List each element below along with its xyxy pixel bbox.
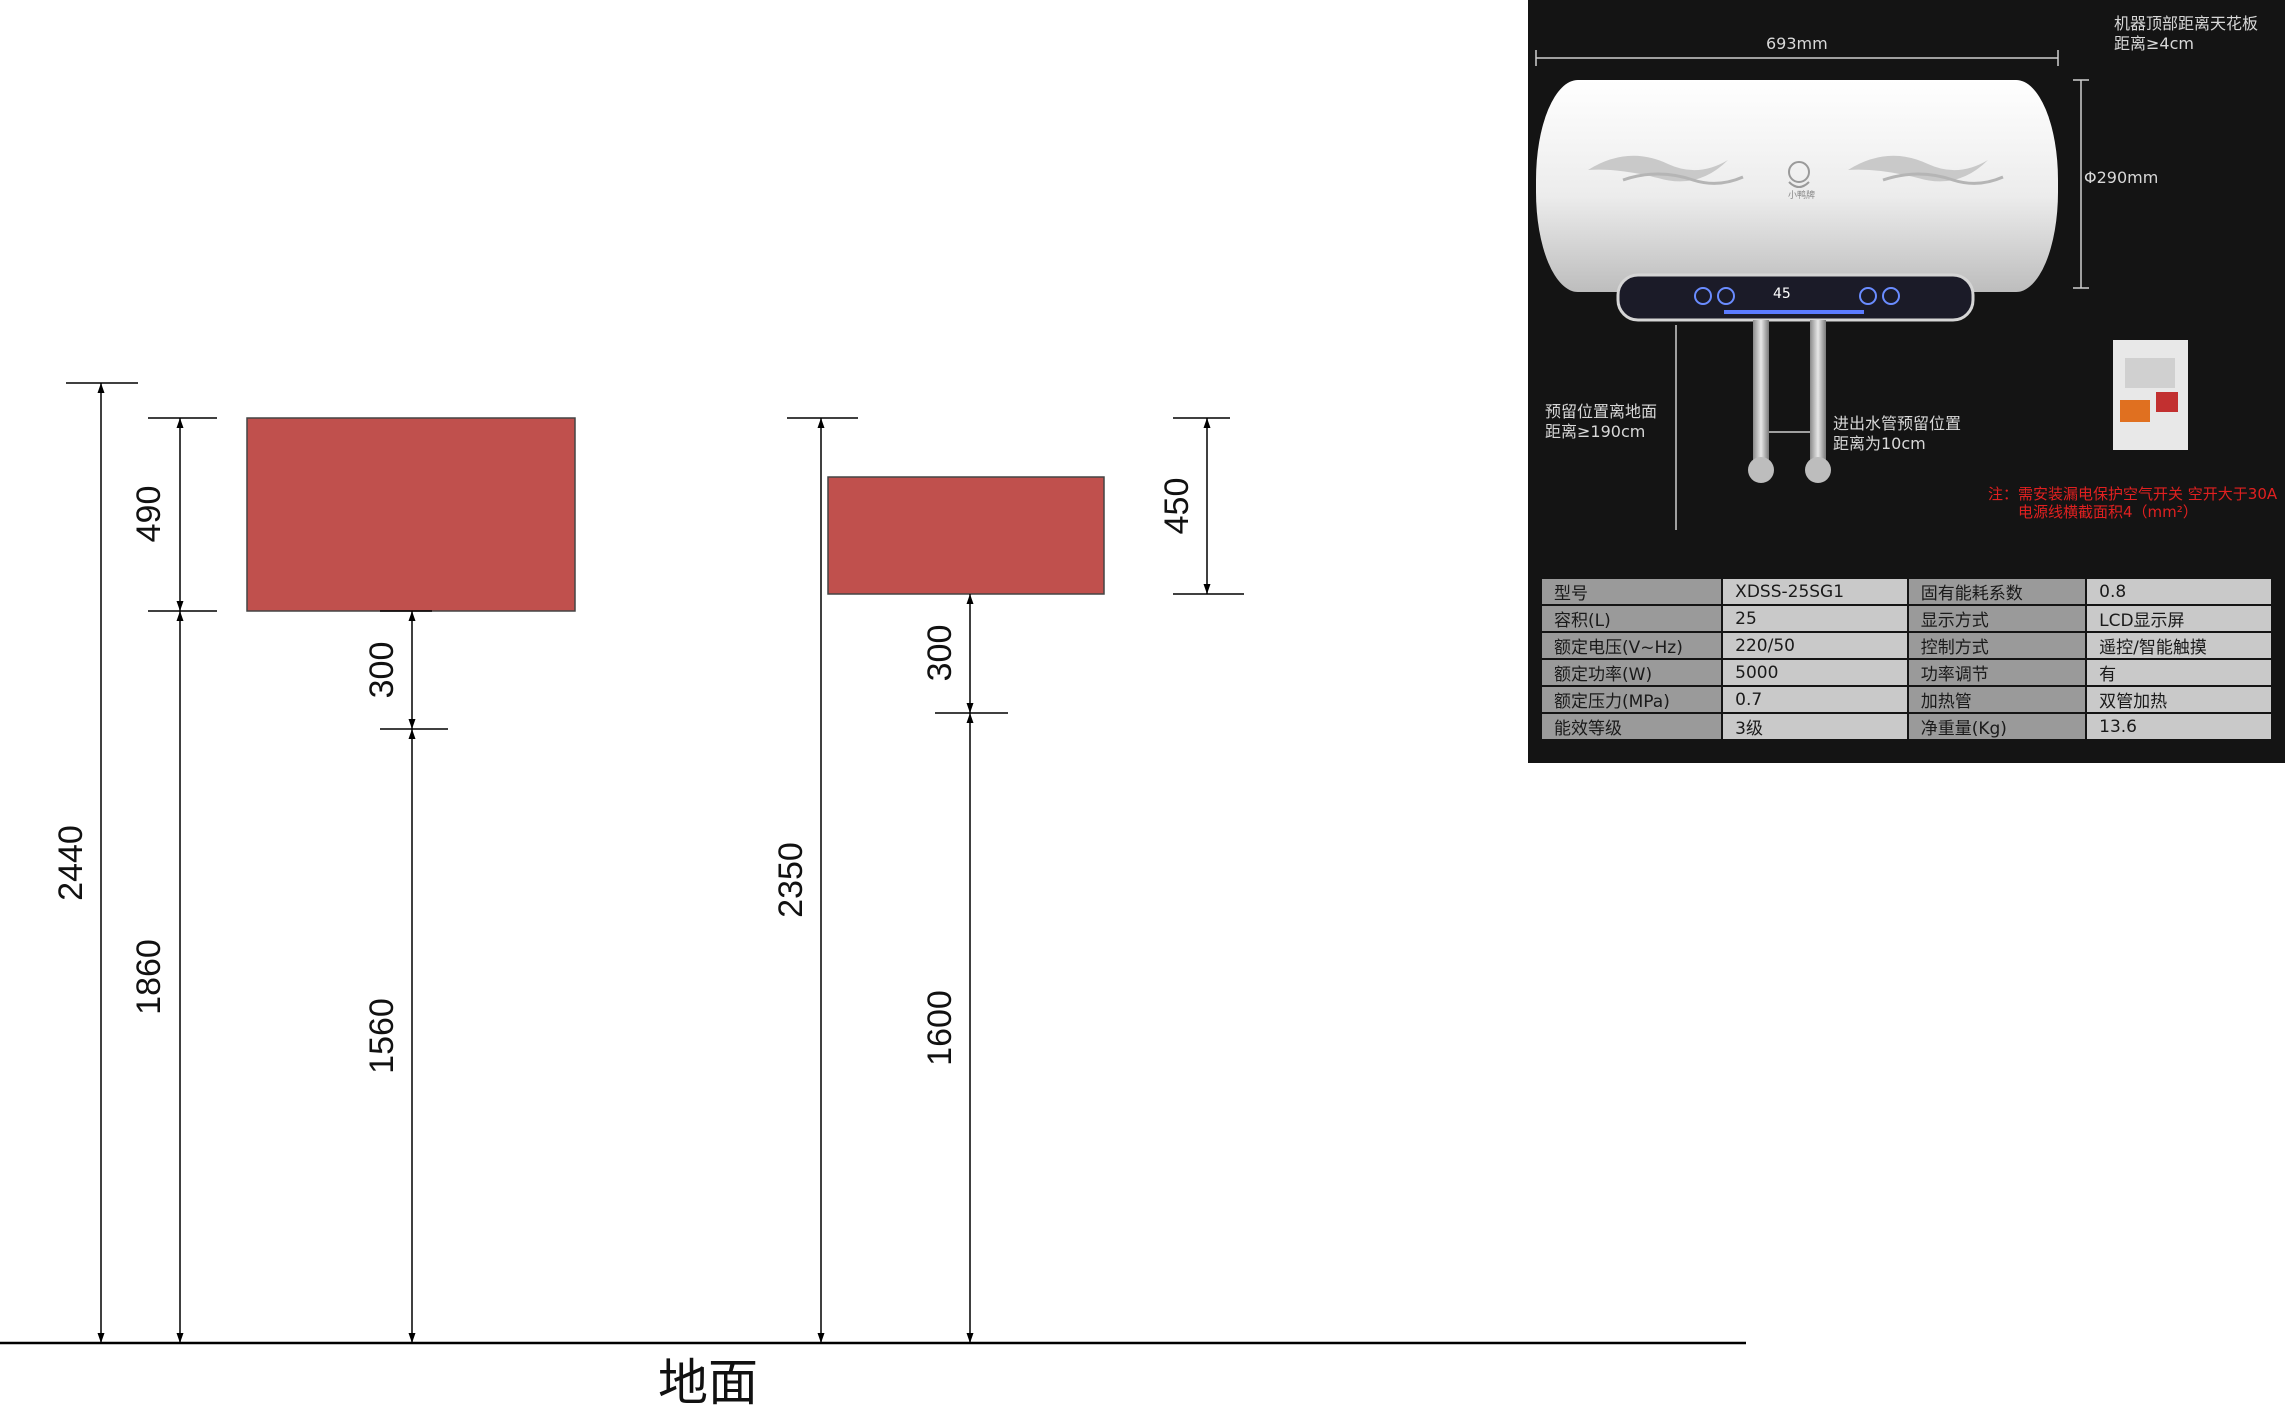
spec-row: 额定压力(MPa) 0.7 加热管 双管加热: [1539, 685, 2273, 714]
spec-value: 220/50: [1721, 631, 1909, 660]
inlet-pipe: [1753, 320, 1769, 460]
spec-value: 有: [2085, 658, 2273, 687]
spec-row: 额定电压(V~Hz) 220/50 控制方式 遥控/智能触摸: [1539, 631, 2273, 660]
brand-logo: [1788, 161, 1810, 183]
spec-key: 额定电压(V~Hz): [1539, 631, 1724, 660]
dim-left-bottom: 1860: [130, 939, 168, 1015]
spec-row: 额定功率(W) 5000 功率调节有: [1539, 658, 2273, 687]
brand-text: 小鸭牌: [1788, 191, 1816, 201]
spec-key: 能效等级: [1539, 712, 1724, 741]
dim-left-total: 2440: [52, 825, 90, 901]
right-heater-box: [827, 476, 1105, 595]
floor-note-line2: 距离≥190cm: [1545, 422, 1646, 441]
warning-note-line1: 注：需安装漏电保护空气开关 空开大于30A: [1988, 485, 2278, 503]
spec-value: 3级: [1721, 712, 1909, 741]
spec-row: 容积(L) 25 显示方式 LCD显示屏: [1539, 604, 2273, 633]
dim-left-gap: 300: [363, 642, 401, 699]
spec-key: 功率调节: [1906, 658, 2088, 687]
circuit-breaker-image: [2113, 340, 2188, 450]
product-panel: 693mm Φ290mm 机器顶部距离天花板 距离≥4cm 预留位置离地面 距离…: [1528, 0, 2285, 763]
spec-value: 13.6: [2085, 712, 2273, 741]
spec-key: 固有能耗系数: [1906, 577, 2088, 606]
dim-right-gap: 300: [921, 625, 959, 682]
ceiling-note-line2: 距离≥4cm: [2114, 34, 2194, 53]
spec-value: 遥控/智能触摸: [2085, 631, 2273, 660]
spec-key: 型号: [1539, 577, 1724, 606]
spec-value: 25: [1721, 604, 1909, 633]
dim-left-pipe: 1560: [363, 998, 401, 1074]
left-heater-box: [246, 417, 576, 612]
dim-left-body: 490: [130, 486, 168, 543]
dim-right-body: 450: [1158, 478, 1196, 535]
spec-key: 显示方式: [1906, 604, 2088, 633]
spec-key: 额定压力(MPa): [1539, 685, 1724, 714]
water-heater-illustration: [1535, 50, 2188, 530]
warning-note-line2: 电源线横截面积4（mm²）: [2018, 503, 2198, 521]
spec-value: 0.8: [2085, 577, 2273, 606]
display-readout: 45: [1773, 286, 1791, 302]
spec-row: 能效等级 3级 净重量(Kg) 13.6: [1539, 712, 2273, 741]
pipe-note-line1: 进出水管预留位置: [1833, 414, 1962, 433]
spec-value: LCD显示屏: [2085, 604, 2273, 633]
floor-note-line1: 预留位置离地面: [1545, 402, 1658, 421]
spec-value: 0.7: [1721, 685, 1909, 714]
spec-table: 型号 XDSS-25SG1 固有能耗系数 0.8 容积(L) 25 显示方式 LCD显示屏 额定…: [1539, 577, 2273, 741]
spec-key: 容积(L): [1539, 604, 1724, 633]
ceiling-note-line1: 机器顶部距离天花板: [2114, 14, 2259, 33]
spec-value: 5000: [1721, 658, 1909, 687]
spec-key: 额定功率(W): [1539, 658, 1724, 687]
dim-right-total: 2350: [772, 842, 810, 918]
width-label: 693mm: [1766, 34, 1828, 53]
spec-value: XDSS-25SG1: [1721, 577, 1909, 606]
outlet-pipe: [1810, 320, 1826, 460]
control-panel: [1616, 273, 1975, 322]
spec-key: 加热管: [1906, 685, 2088, 714]
spec-row: 型号 XDSS-25SG1 固有能耗系数 0.8: [1539, 577, 2273, 606]
pipe-note-line2: 距离为10cm: [1833, 434, 1926, 453]
dim-right-pipe: 1600: [921, 990, 959, 1066]
diameter-label: Φ290mm: [2084, 168, 2159, 187]
ground-label: 地面: [658, 1354, 758, 1412]
spec-key: 净重量(Kg): [1906, 712, 2088, 741]
spec-value: 双管加热: [2085, 685, 2273, 714]
spec-key: 控制方式: [1906, 631, 2088, 660]
